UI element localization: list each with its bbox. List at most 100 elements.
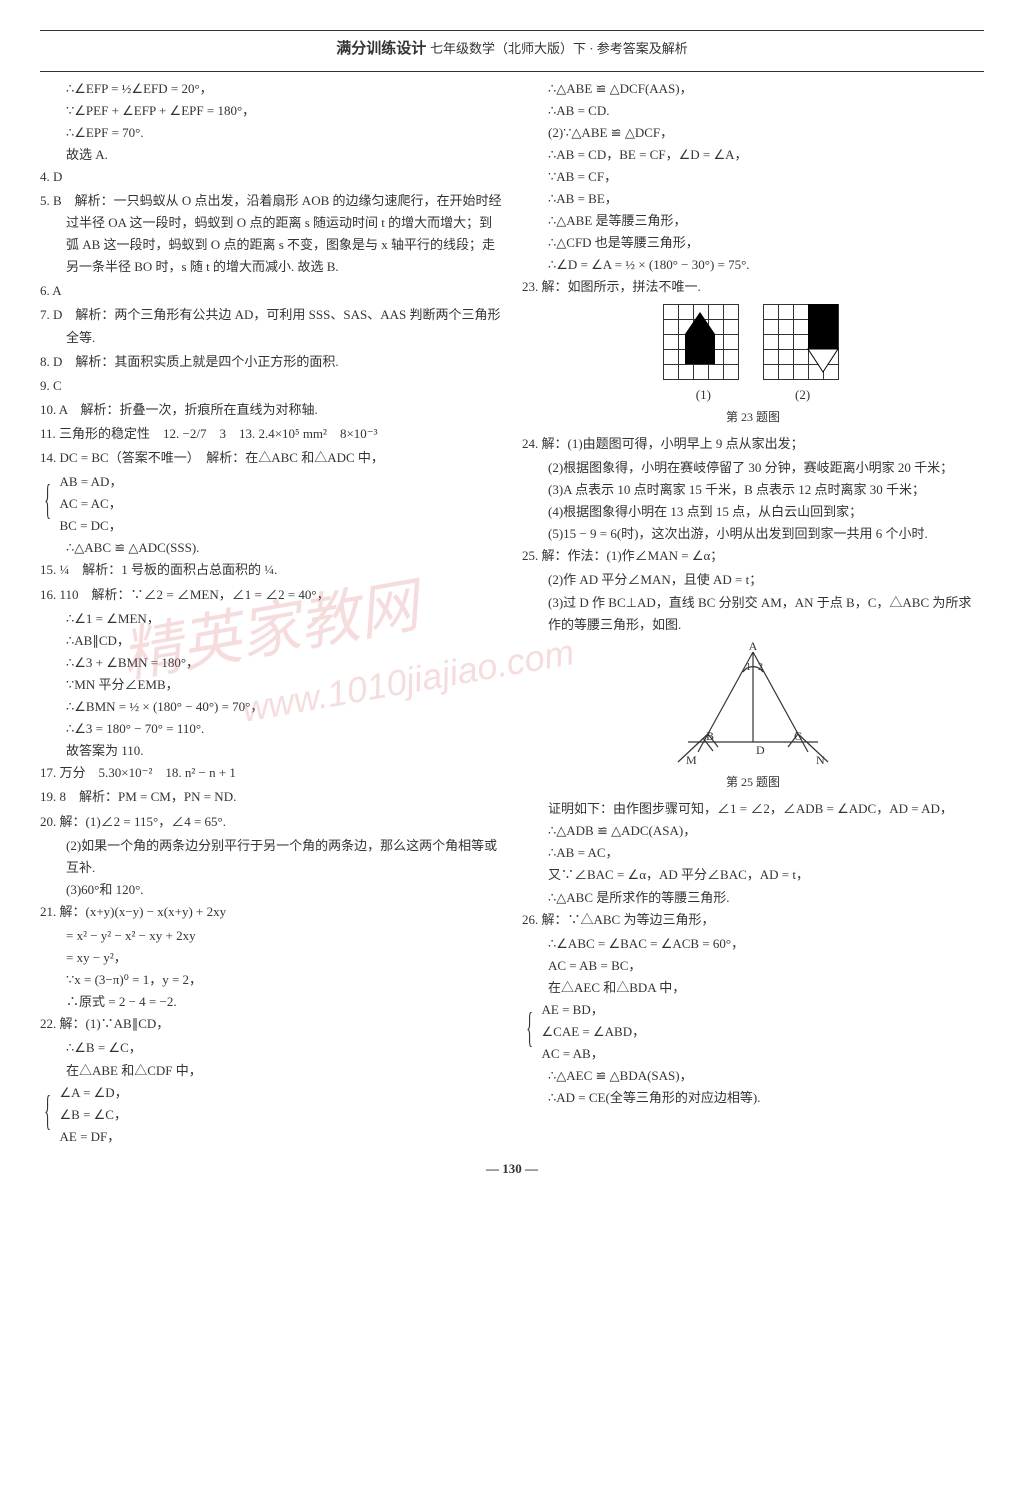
line: ∴AB = CD. bbox=[522, 100, 984, 122]
line: ∴∠B = ∠C， bbox=[40, 1037, 502, 1059]
brace-line: ∠B = ∠C， bbox=[60, 1104, 503, 1126]
line: ∴AB = CD，BE = CF，∠D = ∠A， bbox=[522, 144, 984, 166]
line: ∴AB = BE， bbox=[522, 188, 984, 210]
line: ∴△ABE ≌ △DCF(AAS)， bbox=[522, 78, 984, 100]
q22: 22. 解：(1)∵AB∥CD， bbox=[40, 1013, 502, 1035]
line: 故选 A. bbox=[40, 144, 502, 166]
line: 在△AEC 和△BDA 中， bbox=[522, 977, 984, 999]
q23: 23. 解：如图所示，拼法不唯一. bbox=[522, 276, 984, 298]
line: (2)∵△ABE ≌ △DCF， bbox=[522, 122, 984, 144]
figure-25: A 1 2 B D C M N 第 25 题图 bbox=[522, 642, 984, 792]
fig25-caption: 第 25 题图 bbox=[522, 772, 984, 792]
line: (2)如果一个角的两条边分别平行于另一个角的两条边，那么这两个角相等或互补. bbox=[40, 835, 502, 879]
q5: 5. B 解析：一只蚂蚁从 O 点出发，沿着扇形 AOB 的边缘匀速爬行，在开始… bbox=[40, 190, 502, 278]
label-2: 2 bbox=[758, 662, 763, 673]
line: 故答案为 110. bbox=[40, 740, 502, 762]
right-column: ∴△ABE ≌ △DCF(AAS)， ∴AB = CD. (2)∵△ABE ≌ … bbox=[522, 78, 984, 1148]
line: 在△ABE 和△CDF 中， bbox=[40, 1060, 502, 1082]
label-B: B bbox=[706, 729, 714, 743]
line: 证明如下：由作图步骤可知，∠1 = ∠2，∠ADB = ∠ADC，AD = AD… bbox=[522, 798, 984, 820]
label-D: D bbox=[756, 743, 765, 757]
q25: 25. 解：作法：(1)作∠MAN = ∠α； bbox=[522, 545, 984, 567]
line: ∴∠1 = ∠MEN， bbox=[40, 608, 502, 630]
line: ∴∠BMN = ½ × (180° − 40°) = 70°， bbox=[40, 696, 502, 718]
line: ∴△ABC ≌ △ADC(SSS). bbox=[40, 537, 502, 559]
line: ∵∠PEF + ∠EFP + ∠EPF = 180°， bbox=[40, 100, 502, 122]
label-N: N bbox=[816, 753, 825, 767]
line: (4)根据图象得小明在 13 点到 15 点，从白云山回到家； bbox=[522, 501, 984, 523]
line: ∴△ABE 是等腰三角形， bbox=[522, 210, 984, 232]
label-1: 1 bbox=[746, 662, 751, 673]
q20: 20. 解：(1)∠2 = 115°，∠4 = 65°. bbox=[40, 811, 502, 833]
brace-q22: ∠A = ∠D， ∠B = ∠C， AE = DF， bbox=[40, 1082, 502, 1148]
brace-line: ∠CAE = ∠ABD， bbox=[542, 1021, 985, 1043]
figure-23-1: (1) bbox=[663, 304, 743, 406]
line: ∴△ABC 是所求作的等腰三角形. bbox=[522, 887, 984, 909]
brace-line: ∠A = ∠D， bbox=[60, 1082, 503, 1104]
fig23-label-1: (1) bbox=[663, 384, 743, 406]
q15: 15. ¼ 解析：1 号板的面积占总面积的 ¼. bbox=[40, 559, 502, 581]
q9: 9. C bbox=[40, 375, 502, 397]
figure-23-2: (2) bbox=[763, 304, 843, 406]
line: ∴AD = CE(全等三角形的对应边相等). bbox=[522, 1087, 984, 1109]
page-root: 满分训练设计 七年级数学（北师大版）下 · 参考答案及解析 精英家教网 www.… bbox=[0, 0, 1024, 1210]
q10: 10. A 解析：折叠一次，折痕所在直线为对称轴. bbox=[40, 399, 502, 421]
brace-line: AB = AD， bbox=[60, 471, 503, 493]
line: 又∵∠BAC = ∠α，AD 平分∠BAC，AD = t， bbox=[522, 864, 984, 886]
brace-q14: AB = AD， AC = AC， BC = DC， bbox=[40, 471, 502, 537]
q4: 4. D bbox=[40, 166, 502, 188]
label-A: A bbox=[749, 642, 758, 653]
q16: 16. 110 解析：∵∠2 = ∠MEN，∠1 = ∠2 = 40°， bbox=[40, 584, 502, 606]
line: (3)过 D 作 BC⊥AD，直线 BC 分别交 AM，AN 于点 B，C，△A… bbox=[522, 592, 984, 636]
brace-line: AE = BD， bbox=[542, 999, 985, 1021]
q21: 21. 解：(x+y)(x−y) − x(x+y) + 2xy bbox=[40, 901, 502, 923]
q7: 7. D 解析：两个三角形有公共边 AD，可利用 SSS、SAS、AAS 判断两… bbox=[40, 304, 502, 348]
line: ∵MN 平分∠EMB， bbox=[40, 674, 502, 696]
q11: 11. 三角形的稳定性 12. −2/7 3 13. 2.4×10⁵ mm² 8… bbox=[40, 423, 502, 445]
content-columns: ∴∠EFP = ½∠EFD = 20°， ∵∠PEF + ∠EFP + ∠EPF… bbox=[40, 78, 984, 1148]
line: ∴△AEC ≌ △BDA(SAS)， bbox=[522, 1065, 984, 1087]
brace-line: BC = DC， bbox=[60, 515, 503, 537]
fig23-caption: 第 23 题图 bbox=[522, 407, 984, 427]
q14: 14. DC = BC（答案不唯一） 解析：在△ABC 和△ADC 中， bbox=[40, 447, 502, 469]
line: ∴AB = AC， bbox=[522, 842, 984, 864]
line: ∴∠EPF = 70°. bbox=[40, 122, 502, 144]
q6: 6. A bbox=[40, 280, 502, 302]
brace-line: AC = AC， bbox=[60, 493, 503, 515]
line: AC = AB = BC， bbox=[522, 955, 984, 977]
line: (2)作 AD 平分∠MAN，且使 AD = t； bbox=[522, 569, 984, 591]
brace-line: AC = AB， bbox=[542, 1043, 985, 1065]
line: = x² − y² − x² − xy + 2xy bbox=[40, 925, 502, 947]
label-C: C bbox=[794, 729, 802, 743]
line: ∴△CFD 也是等腰三角形， bbox=[522, 232, 984, 254]
line: ∴AB∥CD， bbox=[40, 630, 502, 652]
line: ∵AB = CF， bbox=[522, 166, 984, 188]
page-header: 满分训练设计 七年级数学（北师大版）下 · 参考答案及解析 bbox=[40, 30, 984, 72]
line: (2)根据图象得，小明在赛岐停留了 30 分钟，赛岐距离小明家 20 千米； bbox=[522, 457, 984, 479]
line: ∴原式 = 2 − 4 = −2. bbox=[40, 991, 502, 1013]
line: (5)15 − 9 = 6(时)，这次出游，小明从出发到回到家一共用 6 个小时… bbox=[522, 523, 984, 545]
header-rest: 七年级数学（北师大版）下 · 参考答案及解析 bbox=[430, 41, 688, 56]
brace-q26: AE = BD， ∠CAE = ∠ABD， AC = AB， bbox=[522, 999, 984, 1065]
q24: 24. 解：(1)由题图可得，小明早上 9 点从家出发； bbox=[522, 433, 984, 455]
line: ∴∠3 + ∠BMN = 180°， bbox=[40, 652, 502, 674]
brace-line: AE = DF， bbox=[60, 1126, 503, 1148]
q8: 8. D 解析：其面积实质上就是四个小正方形的面积. bbox=[40, 351, 502, 373]
line: ∴∠EFP = ½∠EFD = 20°， bbox=[40, 78, 502, 100]
page-number: — 130 — bbox=[40, 1158, 984, 1180]
line: (3)60°和 120°. bbox=[40, 879, 502, 901]
fig23-label-2: (2) bbox=[763, 384, 843, 406]
page-number-value: 130 bbox=[502, 1161, 522, 1176]
header-bold: 满分训练设计 bbox=[336, 41, 426, 57]
figure-23: (1) (2) bbox=[522, 304, 984, 426]
left-column: ∴∠EFP = ½∠EFD = 20°， ∵∠PEF + ∠EFP + ∠EPF… bbox=[40, 78, 502, 1148]
line: ∴∠D = ∠A = ½ × (180° − 30°) = 75°. bbox=[522, 254, 984, 276]
line: ∵x = (3−π)⁰ = 1，y = 2， bbox=[40, 969, 502, 991]
line: ∴∠ABC = ∠BAC = ∠ACB = 60°， bbox=[522, 933, 984, 955]
q17: 17. 万分 5.30×10⁻² 18. n² − n + 1 bbox=[40, 762, 502, 784]
label-M: M bbox=[686, 753, 697, 767]
line: (3)A 点表示 10 点时离家 15 千米，B 点表示 12 点时离家 30 … bbox=[522, 479, 984, 501]
q19: 19. 8 解析：PM = CM，PN = ND. bbox=[40, 786, 502, 808]
q26: 26. 解：∵△ABC 为等边三角形， bbox=[522, 909, 984, 931]
line: ∴△ADB ≌ △ADC(ASA)， bbox=[522, 820, 984, 842]
